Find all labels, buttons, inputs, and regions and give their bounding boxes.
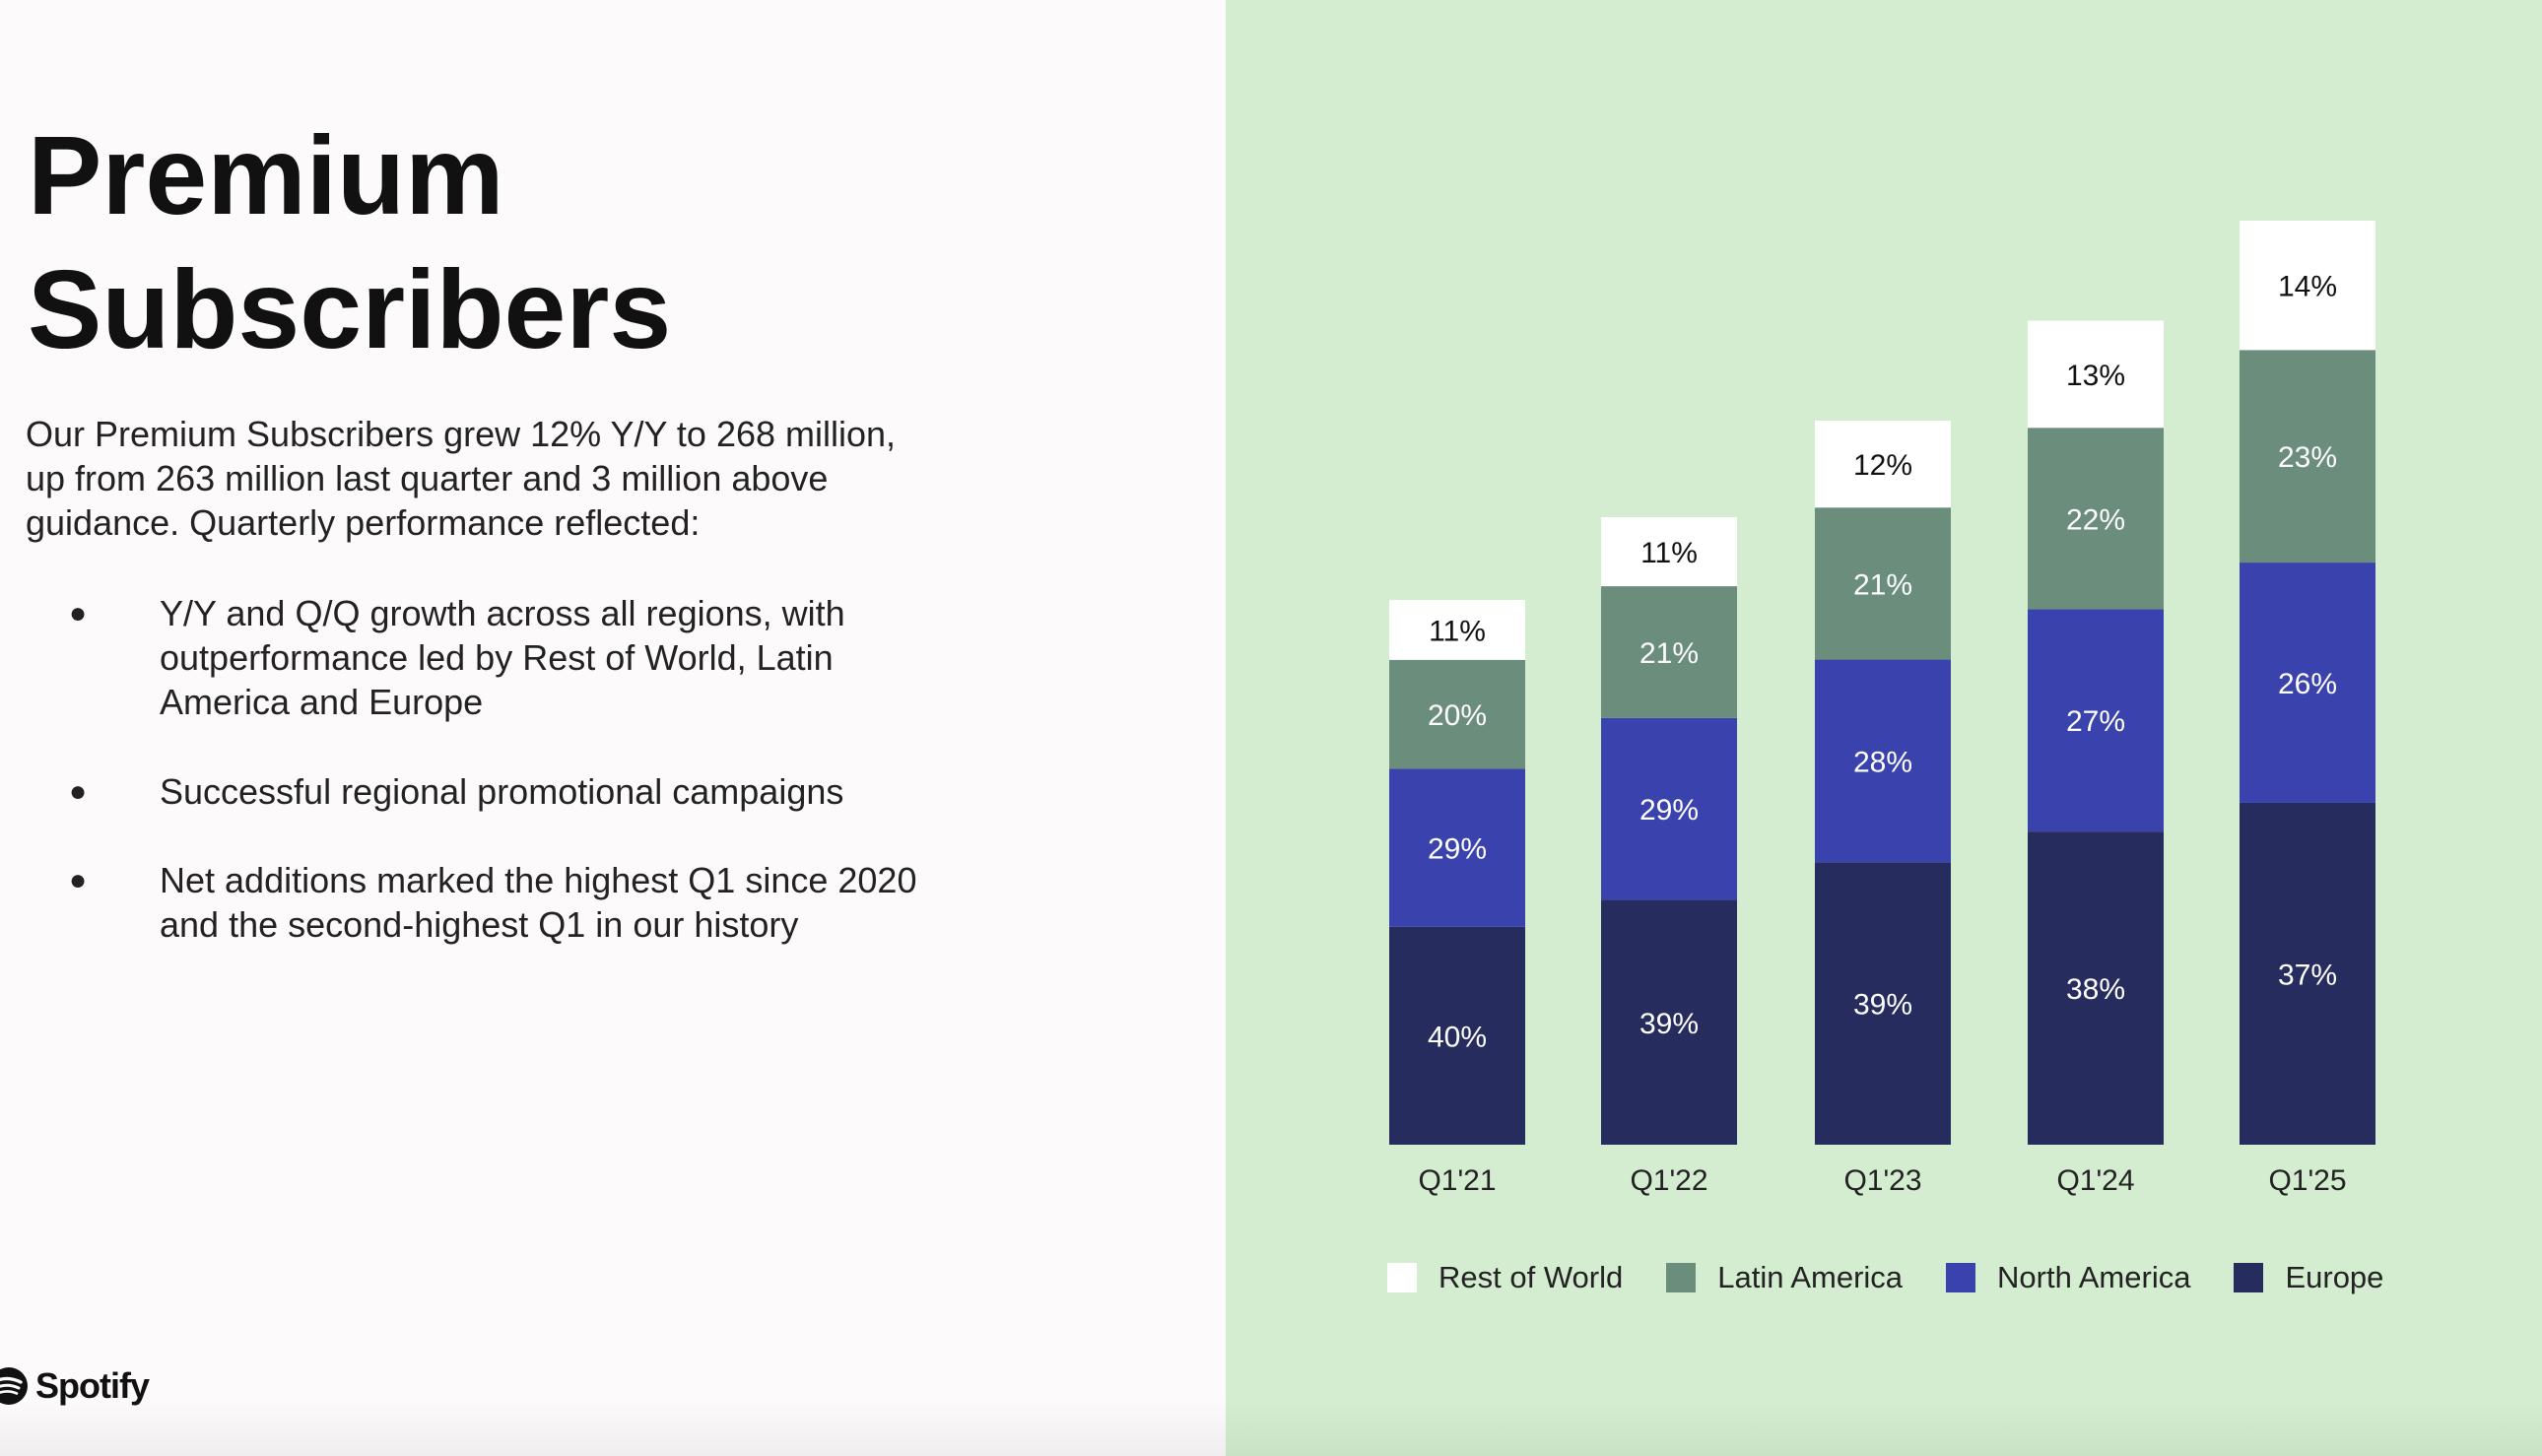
data-label-rest-of-world-q1-22: 11% bbox=[1640, 537, 1698, 569]
legend-label-latin-america: Latin America bbox=[1717, 1260, 1904, 1294]
legend-item-rest-of-world: Rest of World bbox=[1387, 1260, 1623, 1295]
bar-segment-rest-of-world-q1-22 bbox=[1601, 517, 1737, 587]
legend-label-rest-of-world: Rest of World bbox=[1438, 1260, 1624, 1294]
legend-swatch-rest-of-world bbox=[1387, 1263, 1417, 1292]
data-label-rest-of-world-q1-21: 11% bbox=[1429, 615, 1486, 647]
title-line-2: Subscribers bbox=[28, 247, 672, 371]
bar-segment-latin-america-q1-25 bbox=[2240, 350, 2375, 563]
legend-swatch-north-america bbox=[1946, 1263, 1976, 1292]
data-label-europe-q1-25: 37% bbox=[2278, 959, 2337, 991]
bottom-shadow bbox=[0, 1399, 2542, 1456]
legend-item-north-america: North America bbox=[1946, 1260, 2190, 1295]
data-label-latin-america-q1-25: 23% bbox=[2278, 441, 2337, 474]
data-label-north-america-q1-23: 28% bbox=[1853, 746, 1912, 778]
bar-segment-europe-q1-21 bbox=[1389, 926, 1525, 1145]
x-tick-label-q1-25: Q1'25 bbox=[2268, 1164, 2346, 1197]
bar-segment-north-america-q1-24 bbox=[2028, 609, 2164, 832]
bar-segment-latin-america-q1-22 bbox=[1601, 586, 1737, 718]
data-label-north-america-q1-25: 26% bbox=[2278, 668, 2337, 700]
bar-segment-north-america-q1-25 bbox=[2240, 563, 2375, 803]
data-label-rest-of-world-q1-24: 13% bbox=[2066, 360, 2125, 392]
bar-segment-rest-of-world-q1-24 bbox=[2028, 320, 2164, 429]
bullet-text: Net additions marked the highest Q1 sinc… bbox=[160, 860, 917, 945]
bar-segment-north-america-q1-23 bbox=[1815, 659, 1951, 863]
data-label-latin-america-q1-24: 22% bbox=[2066, 503, 2125, 536]
bar-segment-europe-q1-23 bbox=[1815, 862, 1951, 1145]
data-label-north-america-q1-22: 29% bbox=[1639, 794, 1699, 827]
legend-swatch-europe bbox=[2234, 1263, 2264, 1292]
bullet-text: Successful regional promotional campaign… bbox=[160, 771, 844, 812]
data-label-rest-of-world-q1-25: 14% bbox=[2278, 271, 2337, 303]
data-label-latin-america-q1-23: 21% bbox=[1853, 568, 1912, 601]
bar-segment-rest-of-world-q1-25 bbox=[2240, 221, 2375, 351]
spotify-logo: Spotify bbox=[0, 1361, 150, 1411]
bar-segment-north-america-q1-22 bbox=[1601, 717, 1737, 900]
legend-label-europe: Europe bbox=[2285, 1260, 2384, 1294]
bar-segment-europe-q1-22 bbox=[1601, 899, 1737, 1145]
logo-wordmark: Spotify bbox=[35, 1365, 150, 1406]
x-tick-label-q1-22: Q1'22 bbox=[1630, 1164, 1707, 1197]
data-label-rest-of-world-q1-23: 12% bbox=[1853, 449, 1912, 482]
spotify-icon bbox=[0, 1367, 28, 1405]
bullet-icon: ● bbox=[69, 775, 88, 808]
chart-legend: Rest of World Latin America North America E… bbox=[1387, 1253, 2427, 1302]
bar-segment-europe-q1-24 bbox=[2028, 831, 2164, 1145]
data-label-europe-q1-23: 39% bbox=[1853, 989, 1912, 1022]
data-label-europe-q1-24: 38% bbox=[2066, 973, 2125, 1006]
bullet-icon: ● bbox=[69, 864, 88, 896]
bar-segment-rest-of-world-q1-21 bbox=[1389, 600, 1525, 660]
data-label-latin-america-q1-21: 20% bbox=[1428, 699, 1487, 732]
bar-segment-rest-of-world-q1-23 bbox=[1815, 421, 1951, 508]
data-label-latin-america-q1-22: 21% bbox=[1639, 637, 1699, 670]
bar-segment-latin-america-q1-21 bbox=[1389, 659, 1525, 769]
bar-segment-europe-q1-25 bbox=[2240, 802, 2375, 1145]
legend-item-europe: Europe bbox=[2234, 1260, 2383, 1295]
data-label-north-america-q1-21: 29% bbox=[1428, 833, 1487, 866]
legend-label-north-america: North America bbox=[1997, 1260, 2191, 1294]
bar-segment-latin-america-q1-24 bbox=[2028, 428, 2164, 610]
x-tick-label-q1-23: Q1'23 bbox=[1843, 1164, 1921, 1197]
data-label-north-america-q1-24: 27% bbox=[2066, 705, 2125, 738]
bullet-icon: ● bbox=[69, 597, 88, 629]
legend-swatch-latin-america bbox=[1666, 1263, 1697, 1292]
x-tick-label-q1-21: Q1'21 bbox=[1418, 1164, 1496, 1197]
stacked-bar-chart: 40% 29% 20% 11% Q1'21 39% 29% 21% 11% Q1'22 39% 28%… bbox=[1389, 221, 2375, 1197]
intro-paragraph: Our Premium Subscribers grew 12% Y/Y to … bbox=[26, 414, 897, 543]
title-line-1: Premium bbox=[28, 113, 504, 237]
legend-item-latin-america: Latin America bbox=[1666, 1260, 1903, 1295]
bullet-text: Y/Y and Q/Q growth across all regions, w… bbox=[160, 593, 845, 722]
data-label-europe-q1-21: 40% bbox=[1428, 1021, 1487, 1053]
x-tick-label-q1-24: Q1'24 bbox=[2056, 1164, 2134, 1197]
text-panel bbox=[0, 0, 1226, 1456]
page-title: Premium Subscribers bbox=[28, 108, 914, 376]
bar-segment-latin-america-q1-23 bbox=[1815, 507, 1951, 660]
data-label-europe-q1-22: 39% bbox=[1639, 1008, 1699, 1040]
bar-segment-north-america-q1-21 bbox=[1389, 768, 1525, 927]
